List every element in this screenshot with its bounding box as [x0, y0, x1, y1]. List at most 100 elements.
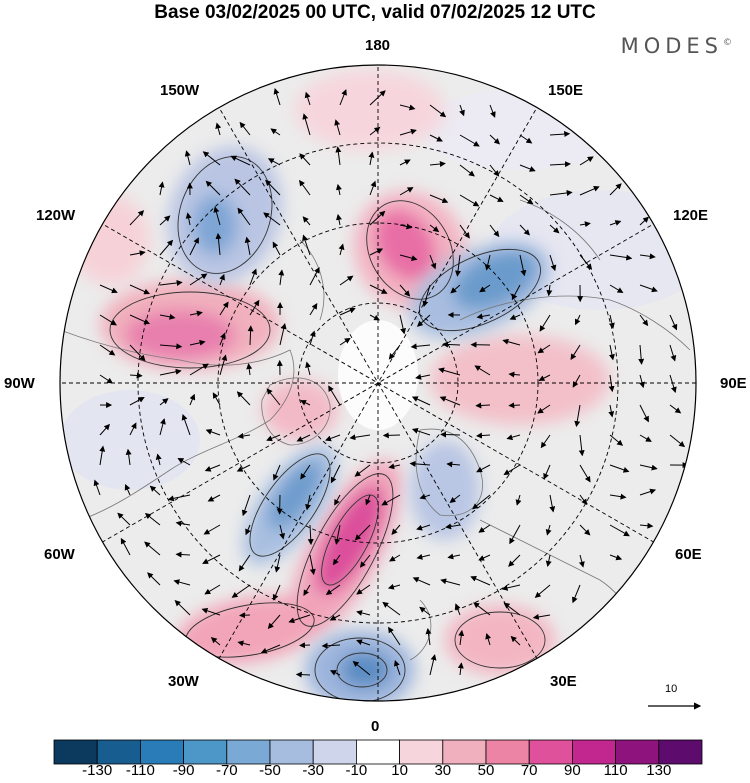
wind-vector — [639, 404, 649, 423]
wind-vector — [579, 156, 594, 166]
wind-vector — [572, 584, 581, 604]
wind-vector — [609, 183, 622, 196]
wind-vector — [369, 210, 386, 226]
wind-vector — [388, 626, 401, 646]
wind-vector — [270, 128, 281, 136]
wind-vector — [129, 210, 145, 226]
wind-vector — [129, 422, 137, 436]
wind-vector — [129, 397, 145, 406]
wind-vector — [579, 464, 591, 483]
wind-vector — [159, 215, 171, 226]
coast-siberia — [459, 295, 691, 351]
wind-vector — [639, 314, 649, 327]
wind-vector — [511, 284, 521, 301]
wind-vector — [329, 614, 341, 621]
wind-vector — [549, 190, 573, 196]
wind-vector — [189, 237, 199, 256]
anomaly-neg-scandinavia — [410, 440, 480, 540]
wind-vector — [440, 578, 461, 586]
wind-vector — [204, 584, 221, 595]
wind-vector — [149, 485, 161, 496]
wind-vector — [300, 464, 311, 480]
wind-vector — [272, 241, 281, 256]
wind-vector — [572, 374, 581, 388]
lon-label-120w: 120W — [36, 207, 76, 224]
wind-vector — [93, 479, 101, 496]
colorbar-swatch — [183, 739, 228, 765]
wind-vector — [124, 483, 131, 496]
wind-vector — [272, 464, 281, 481]
wind-vector — [184, 150, 191, 166]
wind-vector — [399, 104, 416, 111]
wind-vector — [440, 431, 461, 438]
lon-label-180: 180 — [365, 37, 391, 54]
wind-vector — [219, 301, 229, 316]
wind-vector — [302, 234, 311, 256]
wind-vector — [459, 194, 480, 207]
wind-vector — [244, 236, 251, 256]
wind-vector — [189, 393, 196, 406]
colorbar — [53, 739, 703, 765]
map-title: Base 03/02/2025 00 UTC, valid 07/02/2025… — [154, 2, 596, 23]
wind-vector — [639, 284, 658, 293]
anomaly-pos-120w — [70, 195, 150, 285]
wind-vector — [429, 194, 449, 204]
wind-vector — [299, 179, 311, 196]
wind-vector — [669, 314, 678, 331]
wind-vector — [159, 368, 182, 376]
wind-vector — [173, 579, 191, 586]
wind-vector — [246, 363, 253, 376]
wind-vector — [388, 463, 401, 470]
colorbar-tick-label: -90 — [172, 762, 195, 779]
colorbar-tick-label: 90 — [564, 762, 581, 779]
wind-vector — [519, 194, 534, 205]
colorbar-swatch — [485, 739, 530, 765]
wind-vector — [329, 670, 341, 676]
wind-vector — [545, 554, 552, 567]
wind-vector — [489, 104, 496, 118]
wind-vector — [639, 522, 654, 529]
wind-vector — [519, 254, 527, 277]
colorbar-swatch — [528, 739, 573, 765]
wind-vector — [422, 284, 431, 308]
wind-vector — [99, 314, 117, 326]
wind-vector — [457, 662, 464, 676]
wind-vector — [125, 448, 132, 466]
colorbar-tick-label: -110 — [125, 762, 155, 779]
wind-vector — [474, 365, 491, 376]
wind-vector — [205, 180, 221, 196]
wind-vector — [241, 494, 251, 517]
wind-vector — [249, 299, 260, 316]
wind-vector — [389, 554, 401, 562]
wind-vector — [369, 248, 384, 256]
wind-vector — [332, 554, 341, 566]
wind-vector — [144, 512, 161, 526]
contour-alaska — [177, 156, 273, 274]
wind-vector — [478, 524, 491, 533]
wind-vector — [515, 494, 522, 506]
wind-vector — [608, 404, 615, 418]
parallel-outer — [137, 142, 619, 624]
wind-vector — [470, 576, 491, 586]
wind-vector — [549, 254, 557, 272]
wind-vector — [472, 494, 491, 510]
wind-vector — [519, 224, 530, 236]
anomaly-faint-west — [60, 390, 200, 490]
wind-vector — [447, 553, 461, 560]
wind-vector — [669, 374, 677, 394]
wind-vector — [158, 181, 165, 196]
wind-vector — [159, 343, 183, 350]
wind-vector — [669, 404, 682, 414]
wind-vector — [549, 161, 571, 168]
wind-vector — [609, 434, 624, 446]
wind-vector — [159, 418, 166, 436]
wind-vector — [639, 434, 652, 442]
colorbar-tick-label: 50 — [477, 762, 495, 779]
wind-vector — [203, 524, 221, 535]
wind-vector — [274, 554, 281, 573]
wind-vector — [519, 134, 533, 144]
wind-vector — [305, 494, 311, 511]
wind-vector — [501, 584, 521, 591]
wind-vector — [273, 88, 281, 106]
wind-vector — [159, 239, 174, 256]
